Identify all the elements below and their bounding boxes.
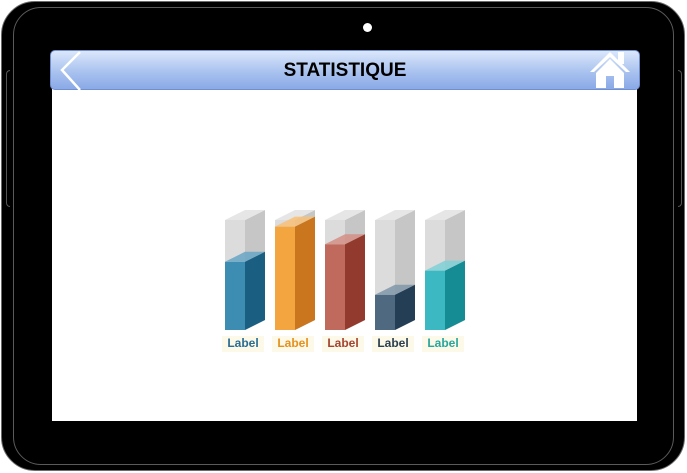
bar-ghost-top (225, 210, 265, 220)
bar-3 (325, 244, 345, 330)
bar-2-side (295, 216, 315, 330)
bar-4-side (395, 284, 415, 330)
category-label-1: Label (222, 336, 264, 352)
home-icon (590, 52, 630, 88)
category-label-3: Label (322, 336, 364, 352)
bar-3-top (325, 234, 365, 245)
bar-5 (425, 270, 445, 330)
home-button[interactable] (588, 50, 632, 90)
bar-1-side (245, 251, 265, 330)
category-label-2: Label (272, 336, 314, 352)
category-label-5: Label (422, 336, 464, 352)
bar-ghost-top (425, 210, 465, 220)
tablet-side-button-left (6, 70, 10, 207)
bar-1-top (225, 251, 265, 262)
bar-1 (225, 261, 245, 330)
bar-5-top (425, 260, 465, 271)
bar-4-top (375, 284, 415, 295)
bar-2 (275, 226, 295, 330)
bar-ghost-top (275, 210, 315, 220)
back-chevron-icon (60, 51, 81, 90)
tablet-bezel-inner (13, 7, 674, 465)
bar-ghost-top (375, 210, 415, 220)
bar-ghost-top (325, 210, 365, 220)
bar-3-side (345, 234, 365, 330)
bar-5-side (445, 260, 465, 330)
bar-2-top (275, 216, 315, 227)
camera-icon (363, 23, 372, 32)
back-button[interactable] (58, 50, 86, 90)
bar-4 (375, 294, 395, 330)
page-title: STATISTIQUE (283, 60, 407, 81)
category-label-4: Label (372, 336, 414, 352)
title-bar: STATISTIQUE (50, 50, 640, 90)
